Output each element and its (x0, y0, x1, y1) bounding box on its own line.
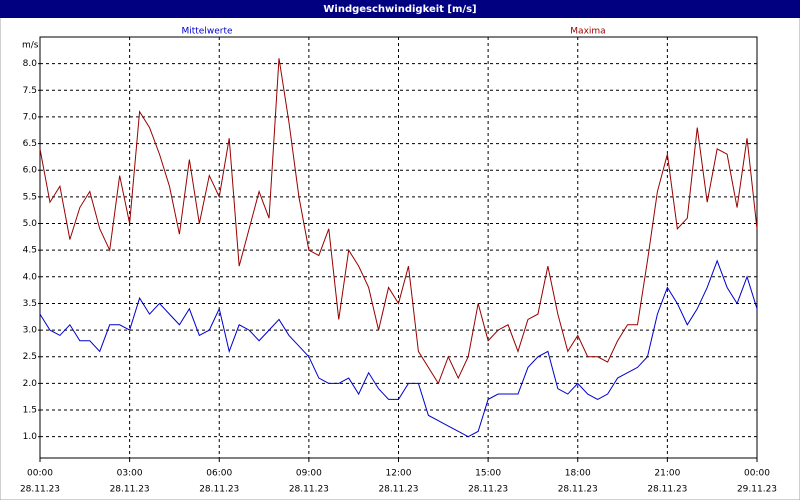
y-tick-label: 2.0 (23, 379, 38, 389)
y-tick-label: 8.0 (23, 59, 38, 69)
y-tick-label: 4.0 (23, 272, 38, 282)
x-tick-date: 28.11.23 (110, 485, 150, 495)
chart-title: Windgeschwindigkeit [m/s] (323, 4, 476, 15)
x-tick-date: 28.11.23 (468, 485, 508, 495)
y-tick-label: 1.0 (23, 432, 38, 442)
x-tick-label: 00:00 (27, 469, 53, 479)
x-tick-label: 15:00 (475, 469, 501, 479)
y-tick-label: 3.5 (23, 299, 37, 309)
x-tick-date: 29.11.23 (737, 485, 777, 495)
legend-label: Maxima (570, 27, 605, 37)
x-tick-date: 28.11.23 (647, 485, 687, 495)
y-tick-label: 5.0 (23, 219, 38, 229)
title-bar (0, 0, 800, 18)
y-tick-label: 7.0 (23, 112, 38, 122)
y-tick-label: 6.5 (23, 139, 37, 149)
x-tick-date: 28.11.23 (289, 485, 329, 495)
y-tick-label: 3.0 (23, 326, 38, 336)
x-tick-label: 00:00 (744, 469, 770, 479)
y-tick-label: 1.5 (23, 406, 37, 416)
x-tick-date: 28.11.23 (199, 485, 239, 495)
x-tick-label: 09:00 (296, 469, 322, 479)
x-tick-label: 12:00 (386, 469, 412, 479)
x-tick-date: 28.11.23 (20, 485, 60, 495)
x-tick-label: 18:00 (565, 469, 591, 479)
x-tick-label: 06:00 (206, 469, 232, 479)
x-tick-label: 21:00 (654, 469, 680, 479)
legend-label: Mittelwerte (181, 27, 232, 37)
y-tick-label: 7.5 (23, 86, 37, 96)
y-tick-label: 6.0 (23, 166, 38, 176)
y-tick-label: 4.5 (23, 246, 37, 256)
y-tick-label: 2.5 (23, 352, 37, 362)
x-tick-label: 03:00 (117, 469, 143, 479)
y-axis-label: m/s (22, 41, 39, 51)
x-tick-date: 28.11.23 (378, 485, 418, 495)
y-tick-label: 5.5 (23, 192, 37, 202)
series-line (39, 58, 758, 385)
x-tick-date: 28.11.23 (558, 485, 598, 495)
series-line (39, 259, 758, 438)
